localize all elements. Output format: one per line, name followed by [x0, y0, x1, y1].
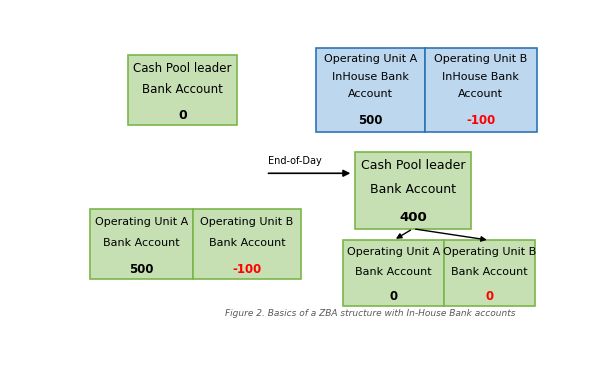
- Text: Bank Account: Bank Account: [208, 238, 285, 248]
- Text: Cash Pool leader: Cash Pool leader: [361, 159, 465, 172]
- Text: InHouse Bank: InHouse Bank: [442, 71, 519, 82]
- FancyBboxPatch shape: [343, 240, 444, 306]
- Text: Operating Unit B: Operating Unit B: [434, 53, 527, 64]
- Text: InHouse Bank: InHouse Bank: [332, 71, 408, 82]
- Text: 0: 0: [390, 290, 398, 303]
- Text: Figure 2. Basics of a ZBA structure with In-House Bank accounts: Figure 2. Basics of a ZBA structure with…: [225, 309, 516, 318]
- Text: 500: 500: [129, 262, 153, 276]
- Text: 500: 500: [358, 114, 382, 127]
- Text: Operating Unit A: Operating Unit A: [347, 247, 440, 257]
- Text: Account: Account: [348, 89, 393, 100]
- Text: Bank Account: Bank Account: [370, 183, 456, 196]
- Text: Bank Account: Bank Account: [142, 83, 223, 96]
- FancyBboxPatch shape: [355, 152, 471, 229]
- FancyBboxPatch shape: [424, 48, 537, 132]
- FancyBboxPatch shape: [128, 56, 237, 125]
- Text: Operating Unit A: Operating Unit A: [324, 53, 417, 64]
- Text: 0: 0: [485, 290, 494, 303]
- Text: -100: -100: [466, 114, 495, 127]
- Text: 0: 0: [178, 109, 187, 122]
- Text: Bank Account: Bank Account: [103, 238, 179, 248]
- Text: Bank Account: Bank Account: [355, 267, 432, 277]
- FancyBboxPatch shape: [316, 48, 424, 132]
- Text: Operating Unit A: Operating Unit A: [95, 217, 188, 227]
- FancyBboxPatch shape: [90, 209, 193, 279]
- Text: Operating Unit B: Operating Unit B: [201, 217, 294, 227]
- FancyBboxPatch shape: [193, 209, 301, 279]
- Text: Cash Pool leader: Cash Pool leader: [133, 61, 232, 75]
- Text: Bank Account: Bank Account: [451, 267, 528, 277]
- Text: Operating Unit B: Operating Unit B: [443, 247, 536, 257]
- Text: Account: Account: [458, 89, 503, 100]
- Text: 400: 400: [399, 212, 427, 224]
- FancyBboxPatch shape: [444, 240, 535, 306]
- Text: End-of-Day: End-of-Day: [268, 156, 322, 165]
- Text: -100: -100: [232, 262, 262, 276]
